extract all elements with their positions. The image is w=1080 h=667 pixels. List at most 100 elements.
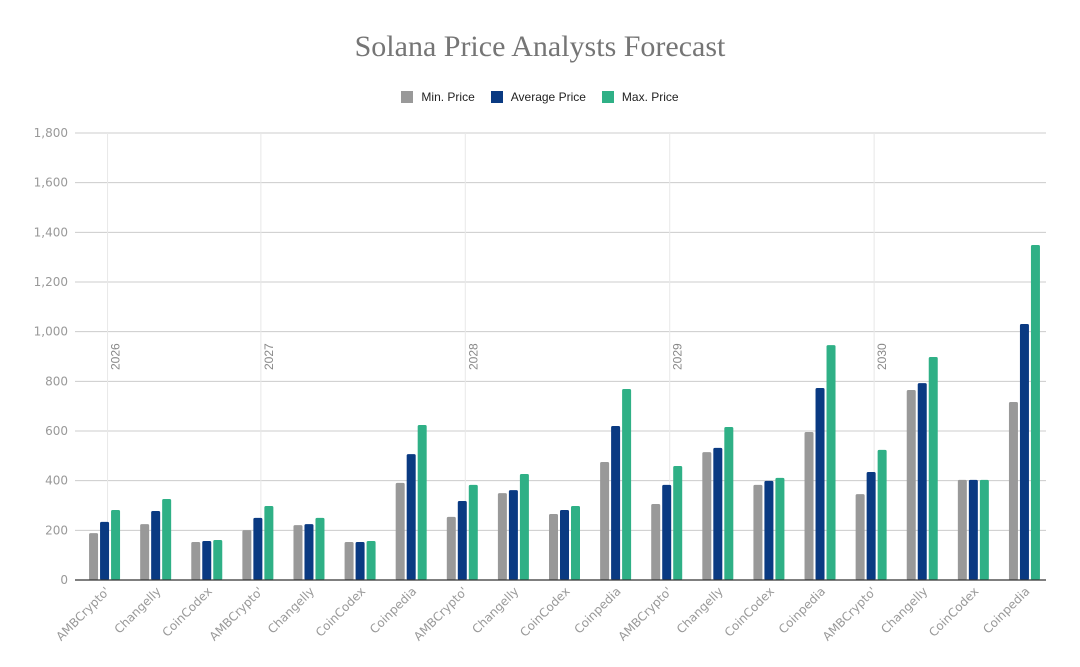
year-label: 2026 (109, 343, 123, 370)
bar-min-price (753, 484, 763, 580)
bar-min-price (1008, 401, 1018, 580)
legend-item-max[interactable]: Max. Price (601, 90, 679, 104)
legend-label: Max. Price (621, 90, 679, 104)
bar-min-price (191, 542, 201, 580)
bar-average-price (1019, 323, 1029, 580)
x-tick-label: CoinCodex (926, 584, 981, 639)
bar-max-price (1030, 244, 1040, 580)
bar-max-price (673, 466, 683, 580)
bar-max-price (571, 505, 580, 580)
bar-max-price (928, 356, 938, 580)
bar-max-price (724, 427, 734, 580)
bar-max-price (213, 540, 223, 580)
bar-average-price (815, 388, 825, 580)
bar-average-price (406, 454, 416, 580)
x-tick-label: Changelly (265, 584, 317, 636)
bar-min-price (906, 390, 916, 580)
chart-title: Solana Price Analysts Forecast (354, 30, 726, 63)
bar-average-price (662, 484, 672, 580)
x-tick-label: Changelly (112, 584, 164, 636)
y-tick-label: 1,800 (34, 126, 68, 140)
legend-label: Min. Price (421, 90, 475, 104)
bar-max-price (162, 499, 172, 580)
legend-swatch (601, 91, 614, 103)
bar-average-price (253, 517, 263, 580)
legend-swatch (401, 91, 414, 103)
bar-min-price (395, 482, 405, 580)
bar-min-price (446, 516, 456, 580)
x-tick-label: AMBCrypto' (615, 584, 674, 643)
bar-average-price (355, 542, 365, 580)
bar-min-price (549, 513, 558, 580)
bar-max-price (111, 509, 121, 580)
bar-max-price (826, 345, 836, 580)
year-label: 2028 (466, 343, 480, 370)
y-tick-label: 0 (60, 573, 68, 587)
y-tick-label: 1,400 (34, 225, 68, 239)
y-tick-label: 1,200 (34, 275, 68, 289)
bar-max-price (315, 517, 325, 580)
bar-max-price (622, 389, 632, 580)
x-tick-label: CoinCodex (160, 584, 215, 639)
x-tick-label: Coinpedia (367, 584, 419, 636)
bar-min-price (242, 530, 252, 580)
bar-average-price (611, 426, 621, 580)
bar-average-price (560, 509, 569, 580)
bar-min-price (293, 525, 303, 580)
x-tick-label: CoinCodex (313, 584, 368, 639)
x-tick-label: Coinpedia (776, 584, 828, 636)
y-tick-label: 1,000 (34, 325, 68, 339)
bar-average-price (968, 479, 978, 580)
bar-average-price (713, 447, 723, 580)
bar-max-price (519, 473, 529, 580)
x-tick-label: CoinCodex (722, 584, 777, 639)
bar-max-price (417, 425, 427, 580)
bar-max-price (264, 505, 274, 580)
y-tick-label: 200 (45, 523, 68, 537)
bar-max-price (979, 479, 989, 580)
bar-average-price (917, 383, 927, 580)
bar-min-price (140, 524, 150, 580)
legend-swatch (490, 91, 503, 103)
x-tick-label: Changelly (878, 584, 930, 636)
x-tick-label: Changelly (674, 584, 726, 636)
y-tick-label: 800 (45, 374, 68, 388)
bar-min-price (957, 479, 967, 580)
year-label: 2029 (671, 343, 685, 370)
legend-item-average[interactable]: Average Price (490, 90, 586, 104)
bar-average-price (457, 501, 467, 580)
year-label: 2027 (262, 343, 276, 370)
x-tick-label: AMBCrypto' (207, 584, 266, 643)
bar-min-price (497, 493, 507, 580)
bar-min-price (651, 504, 661, 580)
bar-average-price (100, 521, 110, 580)
bar-max-price (775, 477, 785, 580)
bar-min-price (855, 494, 865, 580)
bar-min-price (702, 452, 712, 580)
bar-average-price (202, 541, 212, 580)
y-tick-label: 1,600 (34, 176, 68, 190)
x-tick-label: Changelly (469, 584, 521, 636)
bar-average-price (151, 510, 161, 580)
x-tick-label: CoinCodex (517, 584, 572, 639)
bar-max-price (468, 484, 478, 580)
x-tick-label: AMBCrypto' (53, 584, 112, 643)
bar-min-price (89, 533, 99, 580)
legend-item-min[interactable]: Min. Price (401, 90, 475, 104)
x-tick-label: Coinpedia (571, 584, 623, 636)
y-tick-label: 400 (45, 474, 68, 488)
bar-average-price (304, 524, 314, 580)
bar-max-price (877, 449, 887, 580)
year-label: 2030 (875, 343, 889, 370)
x-tick-label: AMBCrypto' (411, 584, 470, 643)
bar-average-price (866, 471, 876, 580)
bar-average-price (508, 490, 518, 580)
legend: Min. Price Average Price Max. Price (0, 90, 1080, 104)
bar-min-price (600, 462, 610, 580)
bar-min-price (344, 542, 354, 580)
x-tick-label: AMBCrypto' (820, 584, 879, 643)
bar-average-price (764, 480, 774, 580)
legend-label: Average Price (510, 90, 586, 104)
